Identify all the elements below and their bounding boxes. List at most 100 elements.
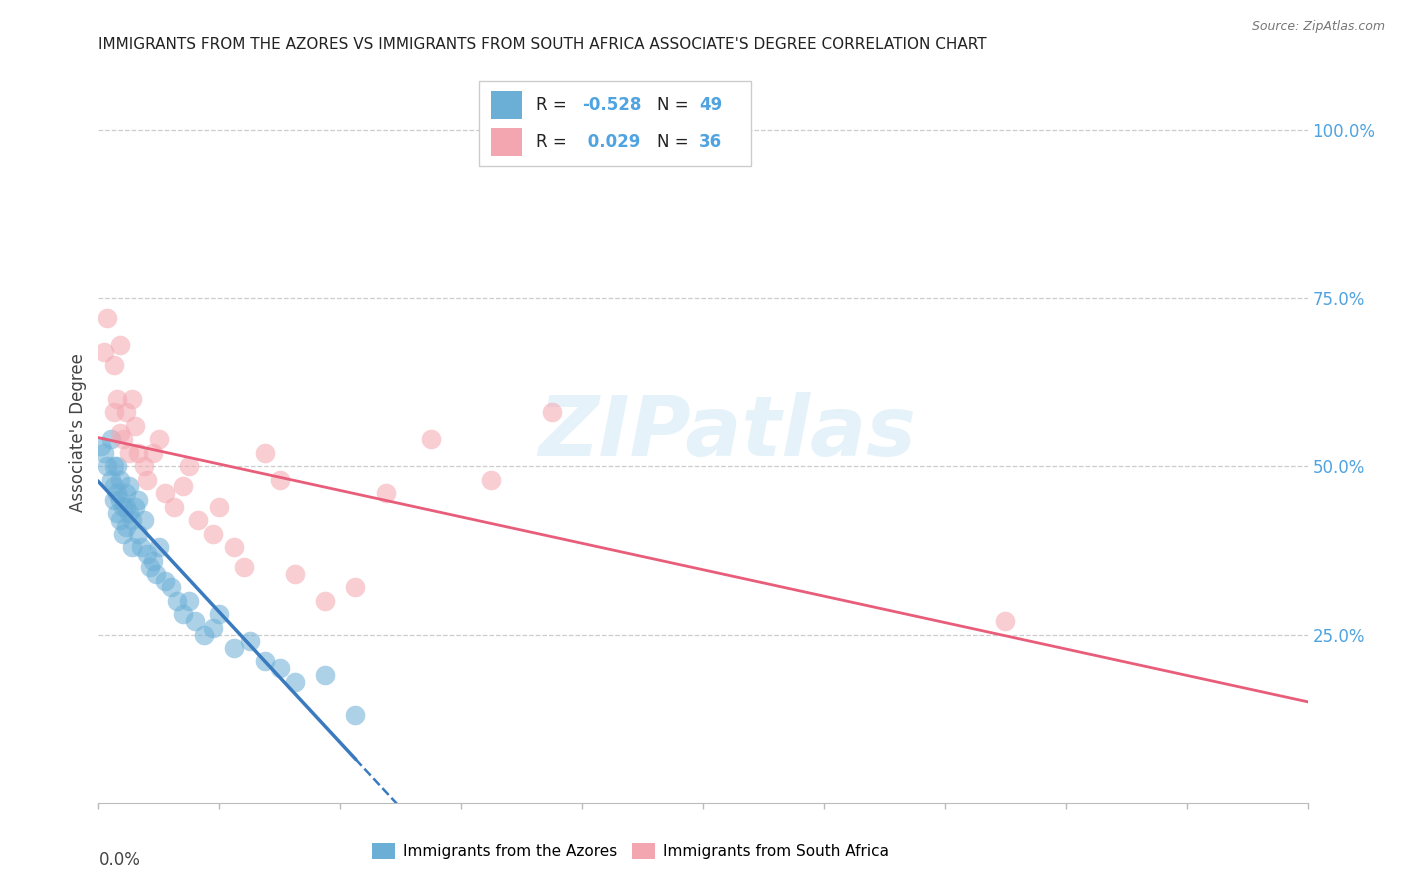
Point — [111, 526, 134, 541]
Point — [224, 640, 246, 655]
Point — [314, 594, 336, 608]
Point — [153, 486, 176, 500]
Point — [108, 473, 131, 487]
Point — [284, 674, 307, 689]
Point — [118, 446, 141, 460]
Point — [139, 560, 162, 574]
Text: -0.528: -0.528 — [582, 95, 641, 114]
Point — [253, 655, 276, 669]
Point — [105, 486, 128, 500]
Point — [193, 627, 215, 641]
Point — [93, 344, 115, 359]
Bar — [492, 91, 522, 119]
Point — [105, 392, 128, 406]
Point — [103, 459, 125, 474]
Point — [127, 492, 149, 507]
Point — [96, 459, 118, 474]
Point — [124, 500, 146, 514]
Point — [994, 614, 1017, 628]
Point — [232, 560, 254, 574]
Text: 0.0%: 0.0% — [98, 851, 141, 869]
Point — [284, 566, 307, 581]
Point — [105, 507, 128, 521]
Point — [145, 566, 167, 581]
Point — [105, 459, 128, 474]
Point — [100, 433, 122, 447]
Point — [118, 479, 141, 493]
Text: Source: ZipAtlas.com: Source: ZipAtlas.com — [1251, 20, 1385, 33]
Point — [344, 708, 367, 723]
Point — [314, 668, 336, 682]
Point — [108, 425, 131, 440]
Point — [142, 446, 165, 460]
Point — [269, 473, 291, 487]
Point — [202, 526, 225, 541]
Point — [111, 500, 134, 514]
Point — [121, 540, 143, 554]
FancyBboxPatch shape — [479, 81, 751, 166]
Point — [481, 473, 503, 487]
Point — [269, 661, 291, 675]
Point — [172, 607, 194, 622]
Point — [187, 513, 209, 527]
Text: ZIPatlas: ZIPatlas — [538, 392, 917, 473]
Point — [96, 311, 118, 326]
Point — [127, 526, 149, 541]
Point — [148, 540, 170, 554]
Point — [103, 492, 125, 507]
Point — [114, 405, 136, 419]
Point — [142, 553, 165, 567]
Point — [108, 513, 131, 527]
Point — [111, 433, 134, 447]
Point — [114, 486, 136, 500]
Text: N =: N = — [657, 95, 695, 114]
Point — [129, 540, 152, 554]
Point — [118, 507, 141, 521]
Point — [132, 459, 155, 474]
Point — [121, 392, 143, 406]
Point — [103, 359, 125, 373]
Point — [148, 433, 170, 447]
Point — [239, 634, 262, 648]
Y-axis label: Associate's Degree: Associate's Degree — [69, 353, 87, 512]
Point — [132, 513, 155, 527]
Point — [108, 492, 131, 507]
Bar — [492, 128, 522, 156]
Text: 0.029: 0.029 — [582, 133, 641, 152]
Point — [103, 405, 125, 419]
Point — [114, 520, 136, 534]
Point — [153, 574, 176, 588]
Text: 49: 49 — [699, 95, 723, 114]
Point — [160, 581, 183, 595]
Point — [540, 405, 562, 419]
Point — [163, 500, 186, 514]
Legend: Immigrants from the Azores, Immigrants from South Africa: Immigrants from the Azores, Immigrants f… — [366, 838, 894, 865]
Point — [127, 446, 149, 460]
Point — [124, 418, 146, 433]
Point — [114, 500, 136, 514]
Text: R =: R = — [536, 133, 572, 152]
Point — [135, 547, 157, 561]
Point — [184, 614, 207, 628]
Point — [135, 473, 157, 487]
Text: IMMIGRANTS FROM THE AZORES VS IMMIGRANTS FROM SOUTH AFRICA ASSOCIATE'S DEGREE CO: IMMIGRANTS FROM THE AZORES VS IMMIGRANTS… — [98, 37, 987, 52]
Point — [253, 446, 276, 460]
Text: 36: 36 — [699, 133, 723, 152]
Point — [121, 513, 143, 527]
Point — [172, 479, 194, 493]
Point — [208, 500, 231, 514]
Point — [179, 594, 201, 608]
Point — [100, 473, 122, 487]
Text: R =: R = — [536, 95, 572, 114]
Point — [344, 581, 367, 595]
Point — [374, 486, 396, 500]
Point — [208, 607, 231, 622]
Point — [179, 459, 201, 474]
Point — [103, 479, 125, 493]
Point — [108, 338, 131, 352]
Point — [202, 621, 225, 635]
Point — [93, 446, 115, 460]
Point — [166, 594, 188, 608]
Point — [224, 540, 246, 554]
Point — [420, 433, 443, 447]
